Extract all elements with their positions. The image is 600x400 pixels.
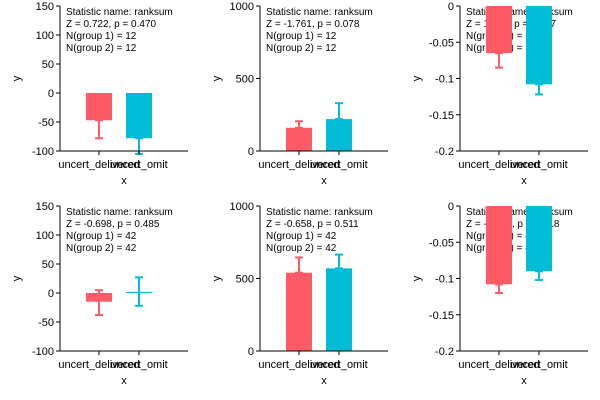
stats-annotation-line: Z = -0.698, p = 0.485 <box>66 219 160 230</box>
stats-annotation-line: Statistic name: ranksum <box>266 207 373 218</box>
y-tick-label: 0 <box>248 346 254 358</box>
x-tick-label: uncert_omit <box>510 359 567 371</box>
x-tick-label: uncert_omit <box>110 359 167 371</box>
y-tick-label: -100 <box>32 146 54 158</box>
x-tick-label: uncert_delivered <box>258 159 339 171</box>
stats-annotation-line: N(group 1) = 42 <box>66 231 137 242</box>
stats-annotation-line: Z = -0.658, p = 0.511 <box>266 219 359 230</box>
x-tick-label: uncert_delivered <box>58 159 139 171</box>
y-tick-label: 0 <box>448 201 454 213</box>
y-tick-label: 0 <box>448 1 454 13</box>
bar-uncert_delivered <box>286 272 312 351</box>
y-axis-label: y <box>11 75 23 81</box>
y-tick-label: 0 <box>48 288 54 300</box>
x-tick-label: uncert_omit <box>310 159 367 171</box>
bar-uncert_delivered <box>486 206 512 285</box>
x-tick-label: uncert_delivered <box>58 359 139 371</box>
bar-uncert_omit <box>526 206 552 272</box>
x-axis-label: x <box>521 375 527 387</box>
stats-annotation-line: N(group 1) = 12 <box>66 31 137 42</box>
y-tick-label: -0.15 <box>429 110 454 122</box>
x-tick-label: uncert_delivered <box>458 159 539 171</box>
stats-annotation-line: Z = -0.810, p = 0.418 <box>466 219 560 230</box>
y-tick-label: -50 <box>38 117 54 129</box>
y-tick-label: -0.1 <box>435 74 454 86</box>
y-tick-label: 1000 <box>230 201 254 213</box>
y-tick-label: -100 <box>32 346 54 358</box>
stats-annotation-line: N(group 2) = 42 <box>266 243 337 254</box>
y-axis-label: y <box>211 275 223 281</box>
stats-annotation-line: Statistic name: ranksum <box>266 7 373 18</box>
x-tick-label: uncert_delivered <box>458 359 539 371</box>
stats-annotation-line: N(group 1) = 42 <box>266 231 337 242</box>
y-axis-label: y <box>11 275 23 281</box>
x-axis-label: x <box>121 175 127 187</box>
y-axis-label: y <box>411 275 423 281</box>
x-tick-label: uncert_delivered <box>258 359 339 371</box>
stats-annotation-line: Z = -1.761, p = 0.078 <box>266 19 360 30</box>
stats-annotation-line: Z = 0.722, p = 0.470 <box>66 19 157 30</box>
y-tick-label: 0 <box>48 88 54 100</box>
x-axis-label: x <box>321 375 327 387</box>
y-tick-label: -0.05 <box>429 37 454 49</box>
y-tick-label: 50 <box>42 259 54 271</box>
bar-uncert_omit <box>326 119 352 151</box>
x-tick-label: uncert_omit <box>110 159 167 171</box>
stats-annotation-line: N(group 2) = 12 <box>66 43 137 54</box>
y-tick-label: 100 <box>36 230 54 242</box>
y-tick-label: 0 <box>248 146 254 158</box>
y-tick-label: 150 <box>36 201 54 213</box>
y-tick-label: -0.1 <box>435 274 454 286</box>
stats-annotation-line: N(group 2) = 12 <box>266 43 337 54</box>
stats-annotation-line: N(group 1) = 12 <box>266 31 337 42</box>
y-tick-label: 100 <box>36 30 54 42</box>
stats-annotation-line: Statistic name: ranksum <box>66 207 173 218</box>
y-tick-label: -0.2 <box>435 146 454 158</box>
x-tick-label: uncert_omit <box>510 159 567 171</box>
x-axis-label: x <box>321 175 327 187</box>
stats-annotation-line: N(group 2) = 42 <box>66 243 137 254</box>
y-tick-label: -0.2 <box>435 346 454 358</box>
stats-annotation-line: Statistic name: ranksum <box>66 7 173 18</box>
y-tick-label: -50 <box>38 317 54 329</box>
x-tick-label: uncert_omit <box>310 359 367 371</box>
bar-uncert_delivered <box>486 6 512 54</box>
y-tick-label: 500 <box>236 74 254 86</box>
x-axis-label: x <box>121 375 127 387</box>
bar-uncert_omit <box>326 268 352 351</box>
stats-annotation-line: Statistic name: ranksum <box>466 7 573 18</box>
stats-annotation-line: Statistic name: ranksum <box>466 207 573 218</box>
bar-uncert_omit <box>126 93 152 139</box>
y-tick-label: 150 <box>36 1 54 13</box>
y-tick-label: 1000 <box>230 1 254 13</box>
y-axis-label: y <box>211 75 223 81</box>
bar-uncert_delivered <box>286 127 312 151</box>
y-axis-label: y <box>411 75 423 81</box>
y-tick-label: 500 <box>236 274 254 286</box>
y-tick-label: 50 <box>42 59 54 71</box>
bar-uncert_omit <box>526 6 552 85</box>
x-axis-label: x <box>521 175 527 187</box>
bar-uncert_delivered <box>86 93 112 121</box>
y-tick-label: -0.15 <box>429 310 454 322</box>
y-tick-label: -0.05 <box>429 237 454 249</box>
